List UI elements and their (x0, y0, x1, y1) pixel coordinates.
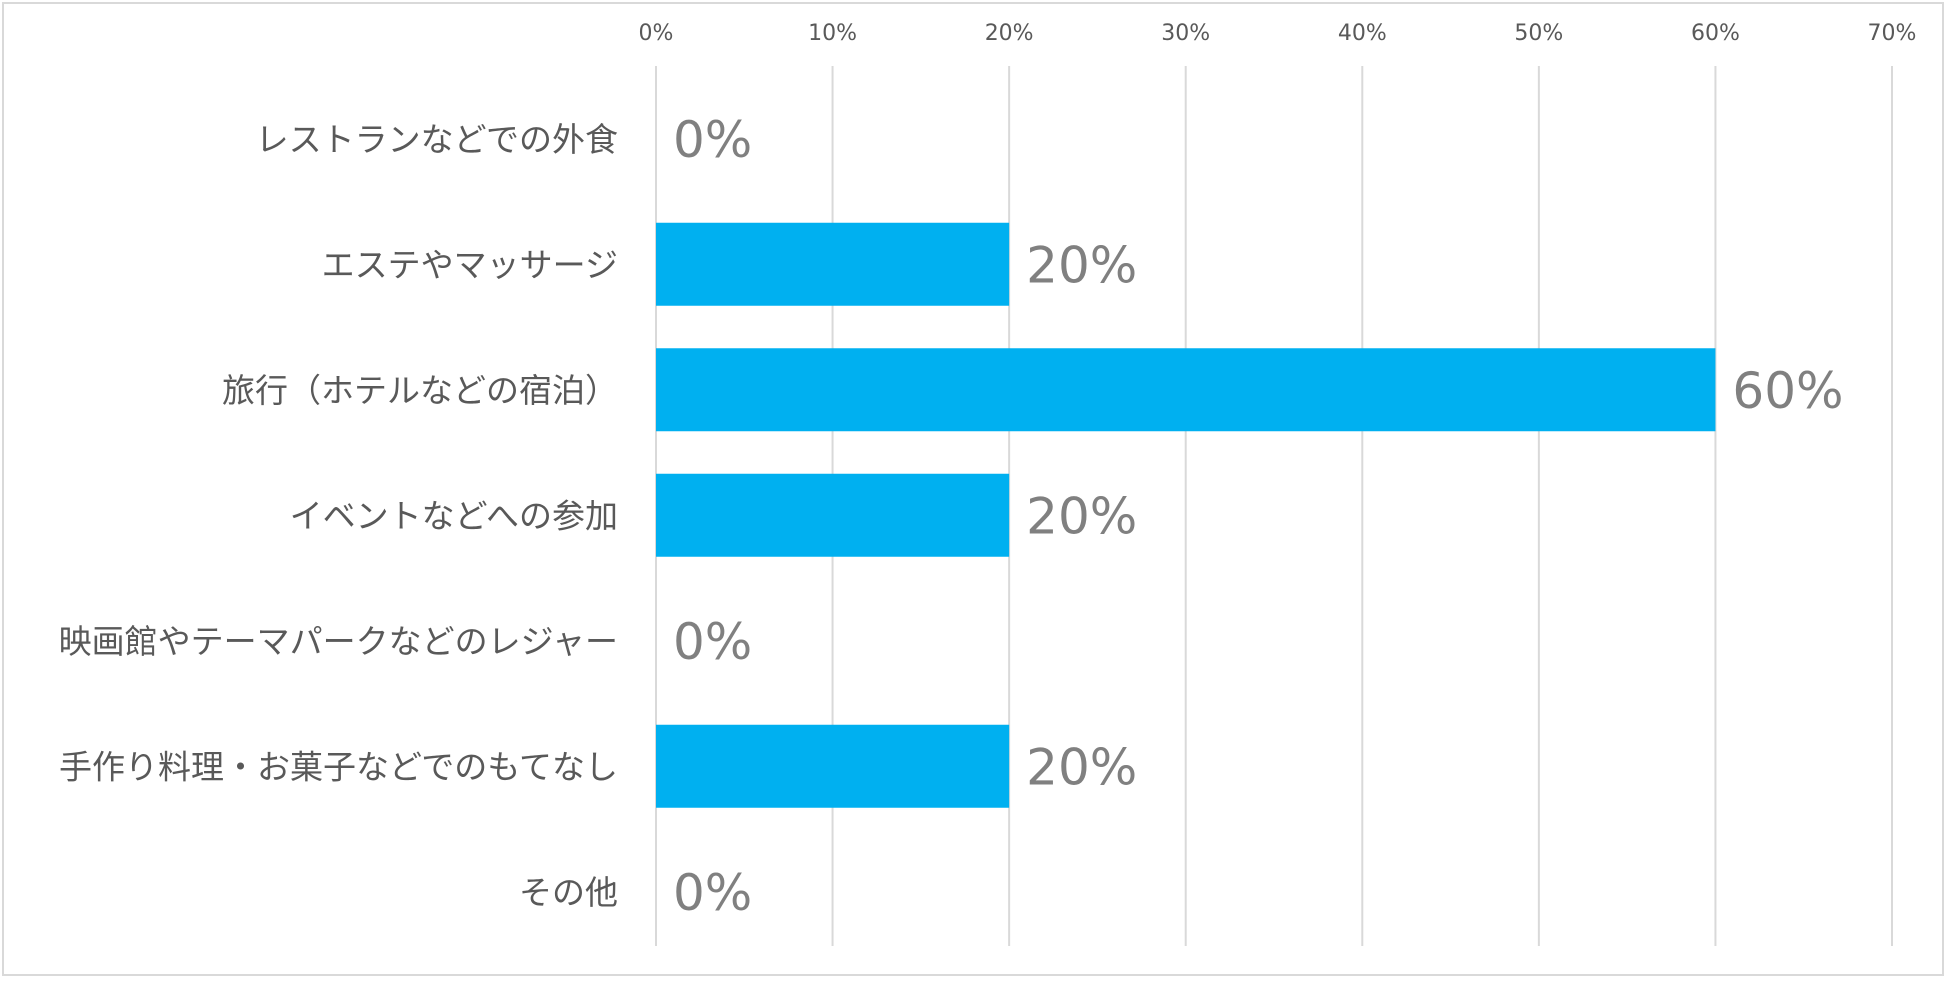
x-tick-label: 40% (1338, 21, 1387, 46)
data-label: 20% (1026, 236, 1137, 294)
category-label: 映画館やテーマパークなどのレジャー (59, 622, 618, 661)
bar (656, 724, 1010, 808)
data-label: 60% (1732, 362, 1843, 420)
x-tick-label: 20% (985, 21, 1034, 46)
data-label: 20% (1026, 487, 1137, 545)
category-label: その他 (519, 873, 618, 912)
category-label: レストランなどでの外食 (256, 120, 618, 159)
x-tick-label: 0% (639, 21, 674, 46)
bar (656, 222, 1010, 306)
x-tick-label: 50% (1514, 21, 1563, 46)
data-label: 0% (673, 111, 752, 169)
category-label: 手作り料理・お菓子などでのもてなし (59, 747, 618, 786)
bar (656, 348, 1716, 432)
category-label: 旅行（ホテルなどの宿泊） (222, 371, 618, 410)
x-tick-label: 60% (1691, 21, 1740, 46)
data-label: 0% (673, 613, 752, 671)
category-label: イベントなどへの参加 (290, 496, 618, 535)
x-tick-label: 30% (1161, 21, 1210, 46)
bar (656, 473, 1010, 557)
x-tick-label: 10% (808, 21, 857, 46)
category-label: エステやマッサージ (322, 245, 618, 284)
data-label: 20% (1026, 738, 1137, 796)
data-label: 0% (673, 864, 752, 922)
x-tick-label: 70% (1868, 21, 1917, 46)
